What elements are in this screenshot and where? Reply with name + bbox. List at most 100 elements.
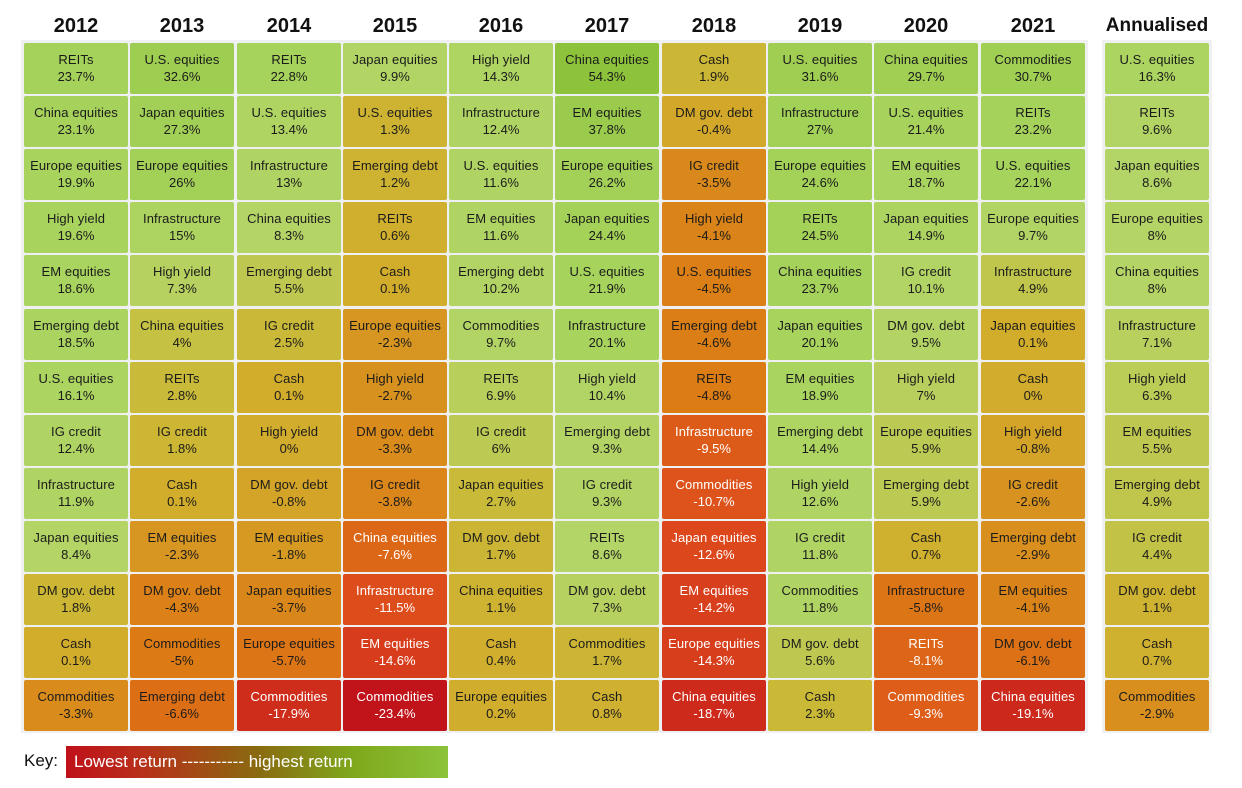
heatmap-cell: REITs 9.6% <box>1105 96 1209 147</box>
cell-return-value: 37.8% <box>588 122 626 137</box>
cell-return-value: 19.9% <box>57 175 95 190</box>
cell-asset-name: Japan equities <box>883 211 969 226</box>
heatmap-cell: EM equities -14.2% <box>662 574 766 625</box>
cell-asset-name: EM equities <box>147 530 217 545</box>
cell-asset-name: U.S. equities <box>1119 52 1195 67</box>
cell-return-value: -14.2% <box>693 600 735 615</box>
heatmap-cell: Emerging debt -2.9% <box>981 521 1085 572</box>
heatmap-cell: Infrastructure 12.4% <box>449 96 553 147</box>
cell-asset-name: Infrastructure <box>568 318 646 333</box>
heatmap-cell: Europe equities -5.7% <box>237 627 341 678</box>
cell-asset-name: Infrastructure <box>1118 318 1196 333</box>
cell-return-value: 0% <box>279 441 299 456</box>
cell-return-value: 8.6% <box>1142 175 1172 190</box>
cell-return-value: 5.9% <box>911 441 941 456</box>
heatmap-cell: REITs 23.7% <box>24 43 128 94</box>
heatmap-cell: IG credit -3.5% <box>662 149 766 200</box>
heatmap-cell: High yield 10.4% <box>555 362 659 413</box>
cell-asset-name: High yield <box>46 211 106 226</box>
cell-asset-name: Europe equities <box>30 158 122 173</box>
heatmap-cell: Infrastructure 27% <box>768 96 872 147</box>
cell-return-value: 1.2% <box>380 175 410 190</box>
heatmap-cell: U.S. equities -4.5% <box>662 255 766 306</box>
cell-return-value: 1.1% <box>1142 600 1172 615</box>
cell-return-value: -2.9% <box>1140 706 1174 721</box>
cell-return-value: -0.4% <box>697 122 731 137</box>
cell-asset-name: Infrastructure <box>250 158 328 173</box>
cell-asset-name: DM gov. debt <box>143 583 221 598</box>
heatmap-cell: China equities 8% <box>1105 255 1209 306</box>
cell-asset-name: Infrastructure <box>37 477 115 492</box>
cell-asset-name: China equities <box>459 583 543 598</box>
cell-asset-name: DM gov. debt <box>356 424 434 439</box>
cell-asset-name: High yield <box>365 371 425 386</box>
heatmap-cell: Japan equities 14.9% <box>874 202 978 253</box>
heatmap-cell: Japan equities 8.6% <box>1105 149 1209 200</box>
cell-asset-name: EM equities <box>891 158 961 173</box>
cell-return-value: -2.6% <box>1016 494 1050 509</box>
cell-return-value: 1.1% <box>486 600 516 615</box>
cell-return-value: 9.3% <box>592 494 622 509</box>
cell-asset-name: China equities <box>672 689 756 704</box>
cell-return-value: 22.1% <box>1014 175 1052 190</box>
cell-return-value: -14.6% <box>374 653 416 668</box>
heatmap-cell: EM equities 18.7% <box>874 149 978 200</box>
cell-asset-name: Commodities <box>675 477 753 492</box>
cell-return-value: 0.6% <box>380 228 410 243</box>
heatmap-cell: Infrastructure 13% <box>237 149 341 200</box>
cell-return-value: 27.3% <box>163 122 201 137</box>
cell-asset-name: Commodities <box>887 689 965 704</box>
cell-return-value: 0.1% <box>167 494 197 509</box>
key-label: Key: <box>24 751 59 770</box>
heatmap-cell: EM equities 11.6% <box>449 202 553 253</box>
cell-asset-name: Cash <box>60 636 92 651</box>
cell-return-value: 8.3% <box>274 228 304 243</box>
cell-return-value: 2.7% <box>486 494 516 509</box>
cell-asset-name: Cash <box>910 530 942 545</box>
cell-asset-name: Europe equities <box>1111 211 1203 226</box>
heatmap-cell: Commodities 1.7% <box>555 627 659 678</box>
cell-return-value: -10.7% <box>693 494 735 509</box>
cell-asset-name: Commodities <box>994 52 1072 67</box>
heatmap-cell: High yield 12.6% <box>768 468 872 519</box>
cell-return-value: 23.2% <box>1014 122 1052 137</box>
cell-asset-name: IG credit <box>581 477 633 492</box>
cell-return-value: 54.3% <box>588 69 626 84</box>
cell-asset-name: EM equities <box>679 583 749 598</box>
cell-asset-name: IG credit <box>1131 530 1183 545</box>
cell-asset-name: EM equities <box>41 264 111 279</box>
cell-asset-name: Japan equities <box>246 583 332 598</box>
cell-asset-name: High yield <box>471 52 531 67</box>
heatmap-cell: REITs 6.9% <box>449 362 553 413</box>
cell-return-value: 12.4% <box>57 441 95 456</box>
heatmap-cell: Cash 0.7% <box>1105 627 1209 678</box>
cell-return-value: -3.7% <box>272 600 306 615</box>
column-header-2017: 2017 <box>584 15 630 37</box>
cell-asset-name: Europe equities <box>880 424 972 439</box>
cell-asset-name: U.S. equities <box>357 105 433 120</box>
cell-asset-name: Cash <box>379 264 411 279</box>
cell-return-value: 29.7% <box>907 69 945 84</box>
heatmap-cell: Cash 0.1% <box>237 362 341 413</box>
cell-asset-name: Emerging debt <box>1114 477 1200 492</box>
heatmap-cell: EM equities 5.5% <box>1105 415 1209 466</box>
cell-asset-name: High yield <box>1127 371 1187 386</box>
cell-return-value: 9.5% <box>911 335 941 350</box>
heatmap-cell: China equities 23.1% <box>24 96 128 147</box>
cell-return-value: -3.3% <box>378 441 412 456</box>
cell-asset-name: IG credit <box>794 530 846 545</box>
cell-asset-name: Cash <box>591 689 623 704</box>
cell-asset-name: DM gov. debt <box>37 583 115 598</box>
cell-return-value: 8.4% <box>61 547 91 562</box>
cell-return-value: 6.3% <box>1142 388 1172 403</box>
heatmap-cell: Cash 0.1% <box>343 255 447 306</box>
heatmap-cell: Europe equities 26.2% <box>555 149 659 200</box>
cell-return-value: 4.4% <box>1142 547 1172 562</box>
cell-asset-name: Emerging debt <box>883 477 969 492</box>
heatmap-cell: Japan equities 9.9% <box>343 43 447 94</box>
cell-return-value: 0.1% <box>61 653 91 668</box>
cell-return-value: 12.4% <box>482 122 520 137</box>
cell-asset-name: Europe equities <box>668 636 760 651</box>
cell-return-value: 8.6% <box>592 547 622 562</box>
